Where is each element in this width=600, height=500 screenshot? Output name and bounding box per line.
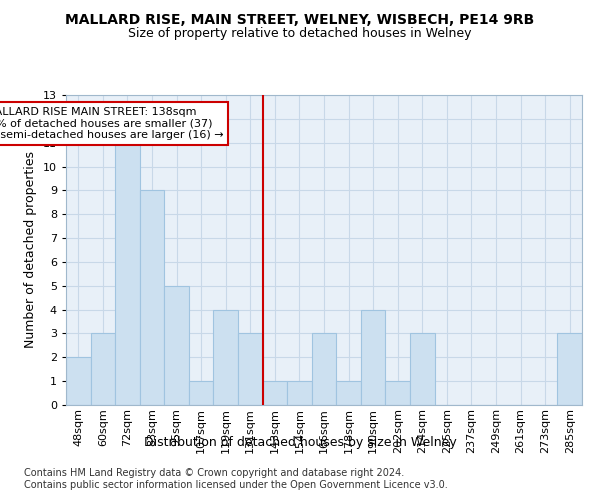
Bar	[385, 381, 410, 405]
Bar	[140, 190, 164, 405]
Bar	[557, 334, 582, 405]
Bar	[410, 334, 434, 405]
Bar	[91, 334, 115, 405]
Bar	[66, 358, 91, 405]
Bar	[287, 381, 312, 405]
Text: Distribution of detached houses by size in Welney: Distribution of detached houses by size …	[143, 436, 457, 449]
Bar	[115, 142, 140, 405]
Text: Size of property relative to detached houses in Welney: Size of property relative to detached ho…	[128, 28, 472, 40]
Bar	[361, 310, 385, 405]
Y-axis label: Number of detached properties: Number of detached properties	[24, 152, 37, 348]
Bar	[164, 286, 189, 405]
Bar	[312, 334, 336, 405]
Text: Contains public sector information licensed under the Open Government Licence v3: Contains public sector information licen…	[24, 480, 448, 490]
Bar	[336, 381, 361, 405]
Text: MALLARD RISE MAIN STREET: 138sqm
← 70% of detached houses are smaller (37)
30% o: MALLARD RISE MAIN STREET: 138sqm ← 70% o…	[0, 107, 223, 140]
Text: MALLARD RISE, MAIN STREET, WELNEY, WISBECH, PE14 9RB: MALLARD RISE, MAIN STREET, WELNEY, WISBE…	[65, 12, 535, 26]
Bar	[238, 334, 263, 405]
Text: Contains HM Land Registry data © Crown copyright and database right 2024.: Contains HM Land Registry data © Crown c…	[24, 468, 404, 477]
Bar	[189, 381, 214, 405]
Bar	[214, 310, 238, 405]
Bar	[263, 381, 287, 405]
